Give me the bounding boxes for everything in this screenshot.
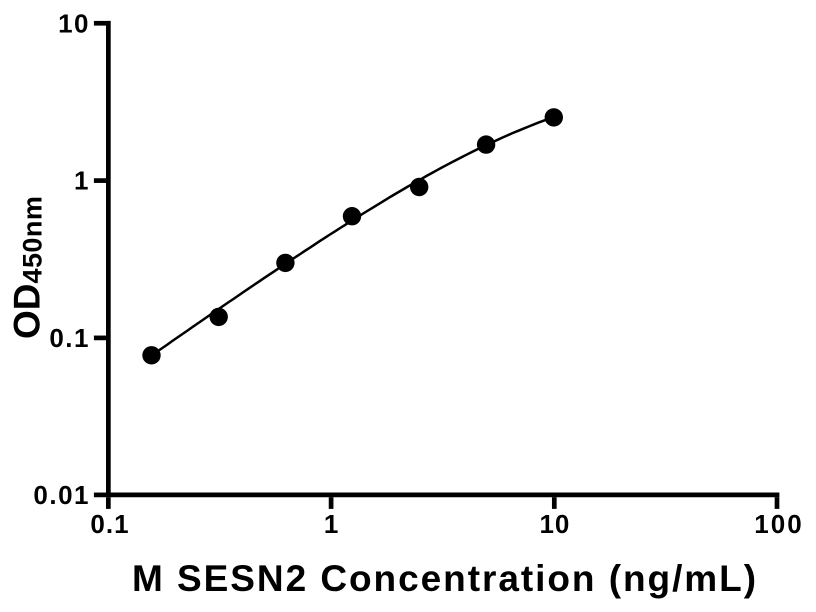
svg-text:1: 1 xyxy=(74,166,90,196)
svg-text:1: 1 xyxy=(324,509,339,539)
svg-text:0.1: 0.1 xyxy=(49,323,90,353)
svg-text:10: 10 xyxy=(539,509,570,539)
svg-text:10: 10 xyxy=(58,8,90,38)
svg-text:100: 100 xyxy=(754,509,803,539)
svg-text:0.1: 0.1 xyxy=(90,509,129,539)
svg-text:M SESN2 Concentration (ng/mL): M SESN2 Concentration (ng/mL) xyxy=(132,558,758,599)
svg-text:0.01: 0.01 xyxy=(33,480,90,510)
